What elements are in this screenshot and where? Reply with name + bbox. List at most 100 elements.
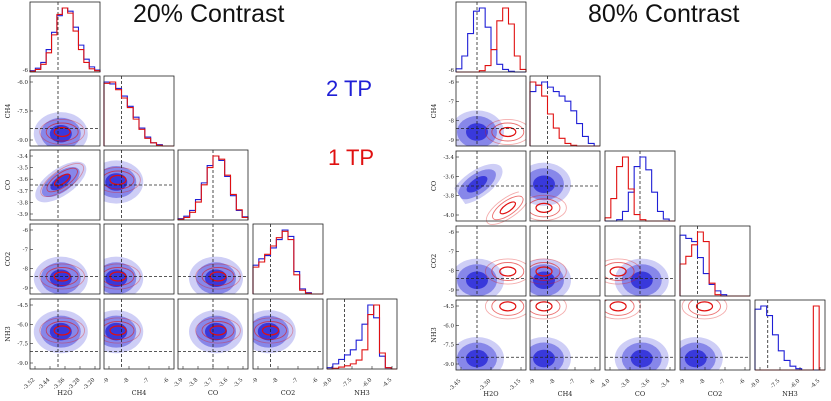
xtick-label-g0-CH4-NH3-0: -9 <box>102 377 110 385</box>
panel-frame-g0-CH4-NH3 <box>103 298 175 370</box>
xaxis-label-g1-CH4-NH3: CH4 <box>558 390 573 398</box>
contour-2tp-inner-g0-CO-NH3 <box>205 322 227 341</box>
contour-1tp-outer-g0-H2O-NH3 <box>39 317 86 344</box>
xtick-label-g0-H2O-NH3-0: -3.52 <box>22 377 36 391</box>
contour-1tp-outer-g1-H2O-CH4 <box>484 118 526 146</box>
ytick-label-g1-H2O-CO-0: -3.4 <box>443 155 454 161</box>
hist-1tp-g1-CH4-CH4 <box>529 81 600 147</box>
panel-frame-g0-NH3-NH3 <box>326 298 398 370</box>
panel-frame-g0-CH4-CH4 <box>103 75 175 147</box>
right-title: 80% Contrast <box>588 0 740 28</box>
hist-1tp-g0-CH4-CH4 <box>103 81 174 147</box>
contour-1tp-mid-g0-H2O-CH4 <box>45 122 79 142</box>
contour-1tp-outer-g1-H2O-NH3 <box>484 300 526 320</box>
contour-1tp-outer-g1-H2O-CO2 <box>484 258 526 285</box>
contour-2tp-inner-g1-H2O-CO2 <box>466 271 488 290</box>
xaxis-label-g1-H2O-NH3: H2O <box>483 390 498 398</box>
contour-1tp-outer-g1-CO-NH3 <box>605 300 641 320</box>
xtick-label-g1-CO-NH3-2: -3.6 <box>640 378 652 390</box>
ytick-label-g0-H2O-CH4-2: -9.0 <box>17 138 28 144</box>
xtick-label-g0-NH3-NH3-1: -7.5 <box>342 377 354 389</box>
xtick-label-g0-H2O-NH3-1: -3.44 <box>37 377 52 392</box>
xtick-label-g0-CO-NH3-3: -3.6 <box>218 377 230 389</box>
xtick-label-g0-CO-NH3-1: -3.8 <box>188 377 200 389</box>
xtick-label-g1-NH3-NH3-2: -6.0 <box>790 378 802 390</box>
panel-frame-g0-H2O-CO2 <box>29 223 101 295</box>
contour-2tp-inner-g1-CO-CO2 <box>630 271 653 290</box>
ytick-label-g1-H2O-CO2-2: -8 <box>449 269 455 275</box>
contour-1tp-outer-g0-CH4-NH3 <box>104 317 141 344</box>
hist-2tp-g0-CO2-CO2 <box>252 229 323 295</box>
contour-1tp-mid-g1-CH4-NH3 <box>530 300 561 316</box>
xaxis-label-g1-NH3-NH3: NH3 <box>782 390 798 398</box>
xtick-label-g1-CO2-NH3-0: -9 <box>678 378 686 386</box>
contour-1tp-outer-g0-CO2-NH3 <box>253 317 294 344</box>
contour-1tp-inner-g0-H2O-NH3 <box>53 325 71 336</box>
contour-1tp-outer-g0-H2O-CO <box>40 163 85 197</box>
yaxis-label-g1-H2O-CH4: CH4 <box>430 104 438 119</box>
panel-frame-g1-CH4-CO <box>529 150 601 222</box>
panel-frame-g1-H2O-CH4 <box>455 75 527 147</box>
xtick-label-g0-NH3-NH3-2: -6.0 <box>362 377 374 389</box>
corner-tick-label-g1-H2O-H2O: -6 <box>449 68 455 74</box>
xtick-label-g1-CO-NH3-0: -4.0 <box>600 378 612 390</box>
xtick-label-g1-CO-NH3-1: -3.8 <box>620 378 632 390</box>
hist-2tp-g1-NH3-NH3 <box>754 305 825 371</box>
xaxis-label-g1-CO2-NH3: CO2 <box>708 390 722 398</box>
contour-1tp-outer-g1-CO2-NH3 <box>681 300 728 320</box>
contour-1tp-outer-g0-H2O-CO2 <box>39 263 86 290</box>
yaxis-label-g0-H2O-CO2: CO2 <box>4 252 12 266</box>
ytick-label-g1-H2O-CO2-3: -9 <box>449 288 455 294</box>
ytick-label-g1-H2O-CH4-3: -9 <box>449 138 455 144</box>
panel-frame-g1-CO2-NH3 <box>679 299 751 371</box>
ytick-label-g1-H2O-NH3-1: -6.0 <box>443 323 454 329</box>
panel-frame-g0-H2O-CO <box>29 149 101 221</box>
ytick-label-g1-H2O-CO2-1: -7 <box>449 249 455 255</box>
contour-1tp-mid-g1-CO2-NH3 <box>688 300 721 316</box>
contour-2tp-inner-g1-CO2-NH3 <box>684 349 707 368</box>
panel-frame-g0-CO2-NH3 <box>252 298 324 370</box>
contour-1tp-outer-g1-CH4-CO <box>530 194 567 221</box>
contour-1tp-mid-g1-CH4-CO2 <box>530 262 561 281</box>
yaxis-label-g0-H2O-CO: CO <box>4 180 12 190</box>
ytick-label-g1-H2O-CH4-1: -7 <box>449 99 455 105</box>
panel-frame-g1-CH4-CH4 <box>529 75 601 147</box>
xtick-label-g1-NH3-NH3-1: -7.5 <box>770 378 782 390</box>
contour-1tp-outer-g0-H2O-CH4 <box>39 118 86 146</box>
contour-1tp-inner-g0-CO-NH3 <box>209 325 227 336</box>
panel-frame-g1-H2O-CO2 <box>455 225 527 297</box>
ytick-label-g0-H2O-CO-1: -3.5 <box>17 166 28 172</box>
yaxis-label-g1-H2O-CO2: CO2 <box>430 254 438 268</box>
contour-1tp-inner-g1-CH4-CO2 <box>535 266 553 277</box>
contour-2tp-inner-g1-H2O-CO <box>466 175 488 193</box>
contour-1tp-inner-g1-H2O-CO <box>499 201 517 215</box>
contour-1tp-inner-g0-CH4-NH3 <box>109 325 127 336</box>
xtick-label-g1-CH4-NH3-2: -7 <box>568 378 576 386</box>
hist-2tp-g1-CO-CO <box>605 156 675 222</box>
contour-1tp-mid-g1-CO-CO2 <box>605 262 635 281</box>
xtick-label-g0-NH3-NH3-0: -9.0 <box>322 377 334 389</box>
contour-1tp-mid-g0-CH4-CO <box>104 170 135 190</box>
ytick-label-g0-H2O-CO-3: -3.7 <box>17 189 28 195</box>
xtick-label-g1-CO-NH3-3: -3.4 <box>660 378 672 390</box>
contour-1tp-inner-g1-CO-NH3 <box>609 301 627 312</box>
contour-1tp-mid-g1-H2O-NH3 <box>491 300 525 316</box>
contour-1tp-mid-g0-CO-NH3 <box>201 321 235 340</box>
xtick-label-g0-H2O-NH3-4: -3.20 <box>82 377 97 392</box>
xtick-label-g1-CH4-NH3-1: -8 <box>548 378 556 386</box>
xtick-label-g1-H2O-NH3-0: -3.45 <box>448 378 463 393</box>
contour-1tp-inner-g1-H2O-CO2 <box>499 266 517 277</box>
xaxis-label-g0-CH4-NH3: CH4 <box>132 389 147 397</box>
ytick-label-g1-H2O-CO-2: -3.8 <box>443 194 454 200</box>
panel-frame-g0-CO2-CO2 <box>252 223 324 295</box>
ytick-label-g1-H2O-CH4-2: -8 <box>449 119 455 125</box>
xtick-label-g0-CO2-NH3-3: -6 <box>311 377 319 385</box>
hist-1tp-g0-CO2-CO2 <box>252 230 323 295</box>
ytick-label-g1-H2O-CO-1: -3.6 <box>443 174 454 180</box>
ytick-label-g0-H2O-NH3-3: -9.0 <box>17 361 28 367</box>
ytick-label-g1-H2O-NH3-3: -9.0 <box>443 362 454 368</box>
ytick-label-g0-H2O-CH4-0: -6.0 <box>17 80 28 86</box>
ytick-label-g0-H2O-NH3-2: -7.5 <box>17 342 28 348</box>
